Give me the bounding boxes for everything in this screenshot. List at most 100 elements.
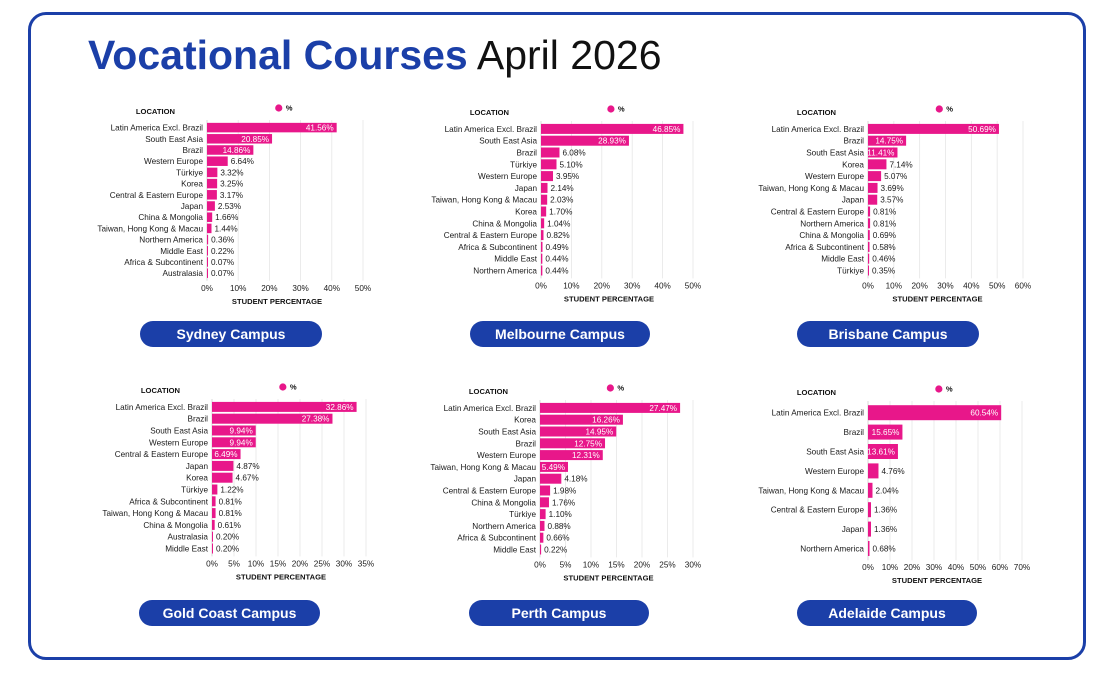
bar[interactable]: [207, 178, 218, 189]
legend-marker: [607, 105, 615, 113]
bar[interactable]: [212, 401, 357, 412]
data-label: 27.38%: [302, 415, 330, 424]
bar[interactable]: [868, 424, 903, 440]
bar[interactable]: [540, 485, 551, 496]
category-label: Africa & Subcontinent: [124, 258, 203, 267]
bar[interactable]: [540, 450, 603, 461]
data-label: 0.22%: [211, 247, 234, 256]
bar[interactable]: [207, 234, 209, 245]
category-label: Türkiye: [181, 486, 208, 495]
data-label: 0.07%: [211, 269, 234, 278]
bar[interactable]: [207, 223, 212, 234]
x-tick-label: 70%: [1014, 563, 1030, 572]
bar[interactable]: [868, 482, 873, 498]
bar[interactable]: [868, 405, 1002, 421]
campus-button-6[interactable]: Adelaide Campus: [797, 600, 977, 626]
bar[interactable]: [868, 463, 879, 479]
bar[interactable]: [207, 167, 218, 178]
bar[interactable]: [540, 426, 617, 437]
bar[interactable]: [207, 246, 208, 256]
bar[interactable]: [207, 212, 213, 222]
bar[interactable]: [868, 444, 898, 459]
bar[interactable]: [212, 484, 218, 495]
bar[interactable]: [540, 520, 545, 531]
bar[interactable]: [212, 449, 241, 460]
bar[interactable]: [540, 461, 568, 472]
campus-button-4[interactable]: Gold Coast Campus: [139, 600, 320, 626]
bar[interactable]: [868, 206, 871, 217]
bar[interactable]: [540, 509, 546, 520]
bar[interactable]: [212, 531, 213, 542]
bar[interactable]: [868, 241, 870, 252]
bar[interactable]: [540, 544, 542, 555]
bar[interactable]: [868, 253, 870, 264]
bar[interactable]: [212, 460, 234, 471]
bar[interactable]: [540, 473, 562, 484]
bar[interactable]: [207, 156, 228, 166]
campus-button-1[interactable]: Sydney Campus: [140, 321, 322, 347]
bar[interactable]: [540, 497, 549, 508]
bar[interactable]: [868, 502, 871, 518]
campus-button-2[interactable]: Melbourne Campus: [470, 321, 650, 347]
category-label: Türkiye: [509, 510, 536, 519]
bar[interactable]: [212, 437, 256, 448]
bar[interactable]: [212, 425, 256, 436]
bar[interactable]: [207, 145, 254, 155]
category-label: Middle East: [821, 255, 865, 264]
category-label: Korea: [181, 180, 203, 189]
category-label: South East Asia: [150, 427, 208, 436]
bar[interactable]: [540, 438, 606, 449]
bar[interactable]: [541, 265, 543, 276]
bar[interactable]: [541, 147, 560, 158]
data-label: 11.41%: [867, 149, 894, 158]
bar[interactable]: [541, 182, 548, 193]
bar[interactable]: [868, 159, 887, 170]
bar[interactable]: [868, 230, 870, 241]
bar[interactable]: [868, 123, 999, 134]
bar[interactable]: [868, 218, 871, 229]
x-tick-label: 40%: [324, 284, 340, 293]
bar[interactable]: [541, 159, 557, 170]
bar[interactable]: [212, 508, 216, 519]
data-label: 7.14%: [889, 160, 912, 169]
bar[interactable]: [207, 257, 208, 267]
bar[interactable]: [868, 265, 869, 276]
bar[interactable]: [541, 206, 547, 217]
bar[interactable]: [207, 201, 215, 211]
bar[interactable]: [868, 171, 882, 182]
data-label: 14.95%: [585, 428, 613, 437]
data-label: 0.44%: [545, 255, 568, 264]
campus-button-5[interactable]: Perth Campus: [469, 600, 649, 626]
campus-button-3[interactable]: Brisbane Campus: [797, 321, 979, 347]
bar[interactable]: [868, 147, 898, 158]
bar[interactable]: [212, 413, 333, 424]
bar[interactable]: [541, 241, 543, 252]
bar[interactable]: [212, 519, 215, 530]
bar[interactable]: [212, 496, 216, 507]
data-label: 5.49%: [542, 463, 565, 472]
legend-marker: [935, 385, 943, 393]
bar[interactable]: [207, 122, 337, 133]
bar[interactable]: [868, 194, 878, 205]
bar[interactable]: [541, 230, 544, 241]
bar[interactable]: [540, 414, 623, 425]
bar[interactable]: [541, 253, 543, 264]
bar[interactable]: [868, 135, 907, 146]
y-axis-title: LOCATION: [141, 386, 180, 395]
bar[interactable]: [541, 171, 554, 182]
bar[interactable]: [207, 134, 273, 144]
bar[interactable]: [207, 268, 208, 278]
bar[interactable]: [541, 135, 629, 146]
x-tick-label: 0%: [206, 559, 218, 568]
bar[interactable]: [868, 182, 878, 193]
bar[interactable]: [868, 541, 870, 556]
bar[interactable]: [541, 123, 684, 134]
bar[interactable]: [540, 402, 681, 413]
bar[interactable]: [540, 532, 544, 543]
bar[interactable]: [868, 521, 871, 537]
bar[interactable]: [541, 194, 548, 205]
bar[interactable]: [541, 218, 545, 229]
bar[interactable]: [212, 472, 233, 483]
bar[interactable]: [212, 543, 213, 554]
bar[interactable]: [207, 190, 217, 200]
